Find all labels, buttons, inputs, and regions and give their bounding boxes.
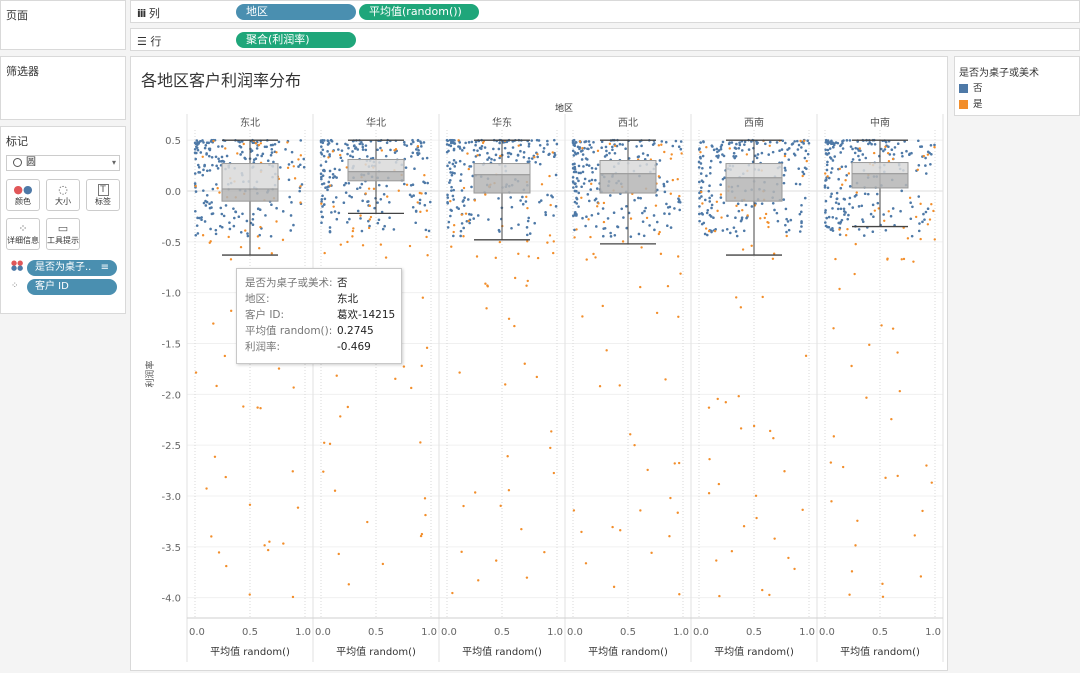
mark-type-dropdown[interactable]: 圆 ▾ xyxy=(6,155,120,171)
tooltip-row: 客户 ID: 葛欢-14215 xyxy=(245,307,395,323)
agg-profit-pill-label: 聚合(利润率) xyxy=(246,33,310,46)
tooltip-key: 平均值 random(): xyxy=(245,325,333,337)
tooltip-value: 否 xyxy=(337,277,348,289)
detail-button[interactable]: ⁘ 详细信息 xyxy=(6,218,40,250)
label-button-label: 标签 xyxy=(95,197,111,206)
agg-profit-pill[interactable]: 聚合(利润率) xyxy=(236,32,356,48)
tooltip-value: 东北 xyxy=(337,293,358,305)
detail-pill-label: 客户 ID xyxy=(35,281,69,292)
tooltip-value: 葛欢-14215 xyxy=(337,309,396,321)
legend-swatch-yes xyxy=(959,100,968,109)
legend-label-no: 否 xyxy=(973,83,983,94)
columns-label-text: 列 xyxy=(148,7,160,20)
avg-random-pill[interactable]: 平均值(random()) xyxy=(359,4,479,20)
label-button[interactable]: T 标签 xyxy=(86,179,120,211)
filters-title: 筛选器 xyxy=(6,65,39,78)
rows-shelf-label: ☰ 行 xyxy=(137,33,161,49)
detail-icon: ⁘ xyxy=(11,281,19,291)
tooltip-key: 地区: xyxy=(245,293,270,305)
detail-button-label: 详细信息 xyxy=(7,236,39,245)
size-button[interactable]: ◌ 大小 xyxy=(46,179,80,211)
color-dots-icon: ●● xyxy=(13,183,33,196)
chevron-down-icon: ▾ xyxy=(111,158,116,167)
columns-shelf-label: iii 列 xyxy=(137,5,160,21)
tooltip-value: -0.469 xyxy=(337,341,371,353)
legend-swatch-no xyxy=(959,84,968,93)
size-button-label: 大小 xyxy=(55,197,71,206)
tooltip-row: 是否为桌子或美术: 否 xyxy=(245,275,348,291)
legend-label-yes: 是 xyxy=(973,99,983,110)
color-button-label: 颜色 xyxy=(15,197,31,206)
color-dots-icon: ●● ●● xyxy=(11,259,24,272)
tooltip-icon: ▭ xyxy=(57,222,69,235)
filters-card[interactable]: 筛选器 xyxy=(0,56,126,120)
tooltip-button-label: 工具提示 xyxy=(47,236,79,245)
region-pill-label: 地区 xyxy=(246,5,268,18)
region-header-label: 地区 xyxy=(555,104,574,114)
tooltip-button[interactable]: ▭ 工具提示 xyxy=(46,218,80,250)
rows-icon: ☰ xyxy=(137,35,147,48)
tooltip-row: 地区: 东北 xyxy=(245,291,358,307)
marks-title: 标记 xyxy=(6,135,28,148)
legend-card: 是否为桌子或美术 否 是 xyxy=(954,56,1080,116)
columns-shelf[interactable]: iii 列 地区 平均值(random()) xyxy=(130,0,1080,23)
legend-item-no[interactable]: 否 xyxy=(959,83,983,95)
tooltip-row: 平均值 random(): 0.2745 xyxy=(245,323,374,339)
size-icon: ◌ xyxy=(58,183,68,196)
circle-icon xyxy=(13,157,22,167)
marks-card: 标记 圆 ▾ ●● 颜色 ◌ 大小 T 标签 ⁘ 详细信息 ▭ 工具提示 ●● ●… xyxy=(0,126,126,314)
avg-random-pill-label: 平均值(random()) xyxy=(369,5,462,18)
tooltip-key: 利润率: xyxy=(245,341,281,353)
mark-tooltip: 是否为桌子或美术: 否 地区: 东北 客户 ID: 葛欢-14215 平均值 rand… xyxy=(236,268,402,364)
region-pill[interactable]: 地区 xyxy=(236,4,356,20)
tooltip-key: 客户 ID: xyxy=(245,309,285,321)
tooltip-value: 0.2745 xyxy=(337,325,374,337)
color-pill-label: 是否为桌子.. xyxy=(35,262,92,273)
chart-title: 各地区客户利润率分布 xyxy=(141,71,302,90)
color-pill[interactable]: 是否为桌子.. ≡ xyxy=(27,260,117,276)
tooltip-key: 是否为桌子或美术: xyxy=(245,277,333,289)
color-button[interactable]: ●● 颜色 xyxy=(6,179,40,211)
tooltip-row: 利润率: -0.469 xyxy=(245,339,371,355)
columns-icon: iii xyxy=(137,7,146,20)
detail-icon: ⁘ xyxy=(18,222,28,235)
detail-pill[interactable]: 客户 ID xyxy=(27,279,117,295)
rows-shelf[interactable]: ☰ 行 聚合(利润率) xyxy=(130,28,1080,51)
legend-title: 是否为桌子或美术 xyxy=(959,68,1039,79)
label-icon: T xyxy=(97,184,109,196)
mark-type-label: 圆 xyxy=(26,157,36,168)
pages-card: 页面 xyxy=(0,0,126,50)
rows-label-text: 行 xyxy=(150,35,162,48)
sort-icon: ≡ xyxy=(100,262,109,273)
pages-title: 页面 xyxy=(6,9,28,22)
legend-item-yes[interactable]: 是 xyxy=(959,99,983,111)
